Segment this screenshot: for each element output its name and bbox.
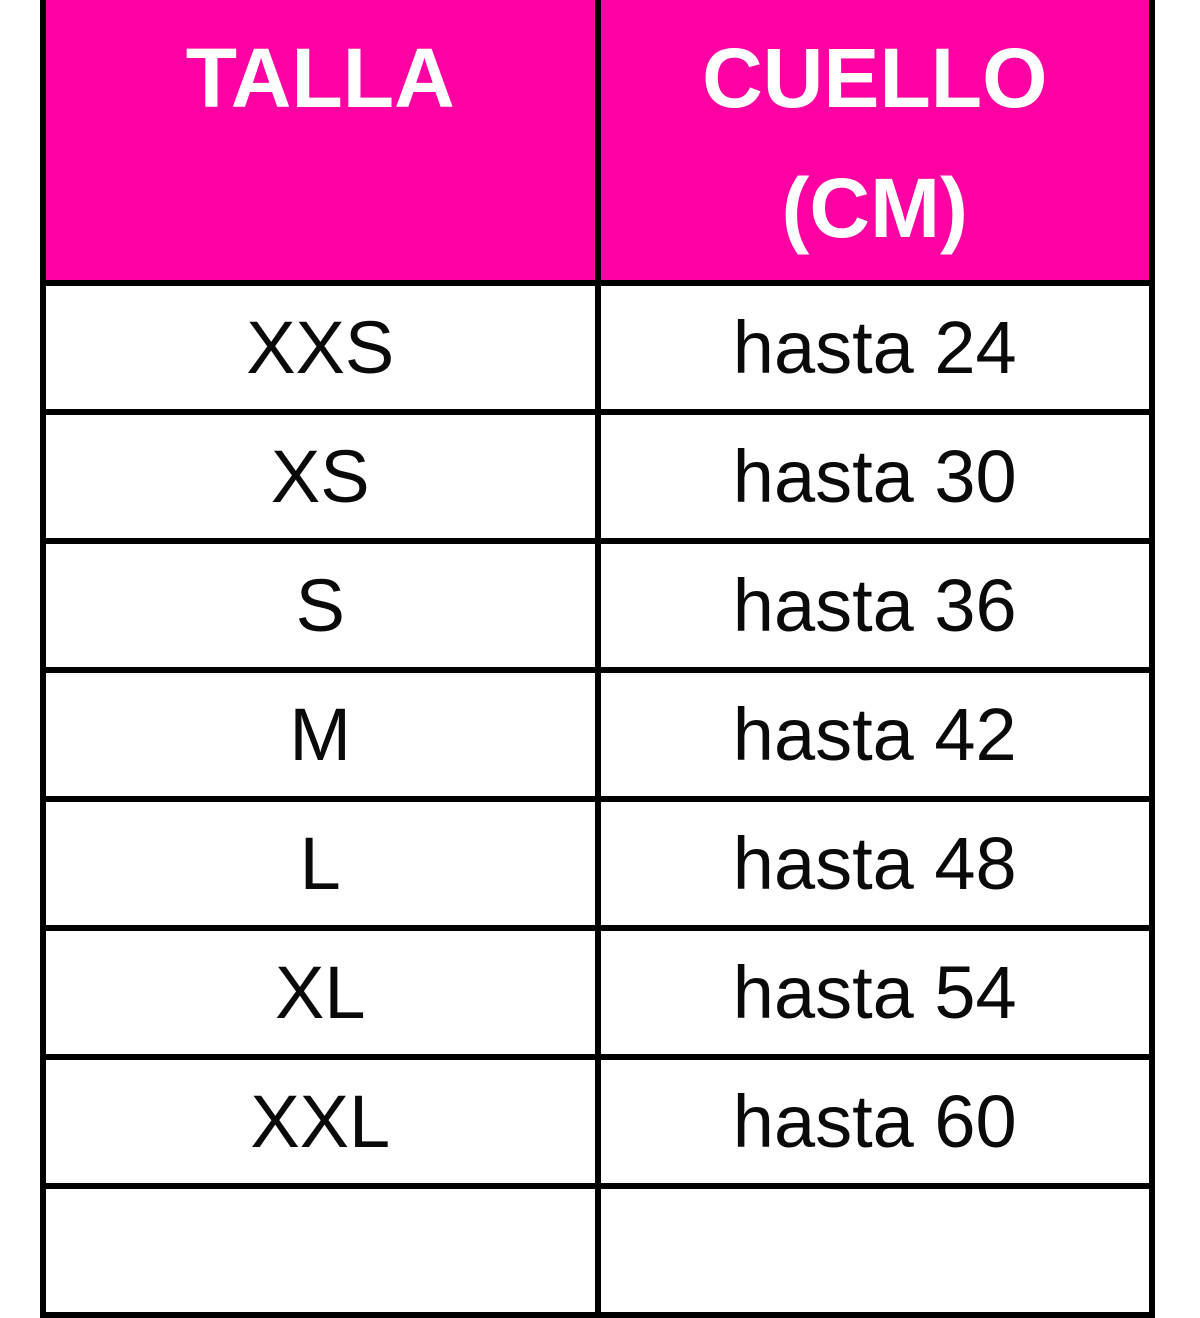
header-cell-cuello: CUELLO (CM) [594, 0, 1155, 286]
header-row: TALLA CUELLO (CM) [40, 0, 1155, 286]
table-row-xxl: XXL hasta 60 [40, 1054, 1155, 1189]
size-cell: XS [40, 409, 601, 544]
table-row-truncated [40, 1183, 1155, 1318]
size-chart-table: TALLA CUELLO (CM) XXS hasta 24 XS hasta … [40, 0, 1155, 1318]
table-row-xxs: XXS hasta 24 [40, 280, 1155, 415]
table-row-xl: XL hasta 54 [40, 925, 1155, 1060]
size-cell: XL [40, 925, 601, 1060]
neck-cell: hasta 24 [594, 280, 1155, 415]
neck-cell: hasta 42 [594, 667, 1155, 802]
header-cell-talla: TALLA [40, 0, 601, 286]
neck-cell [594, 1183, 1155, 1318]
header-label-cuello: CUELLO [702, 31, 1048, 125]
size-cell: M [40, 667, 601, 802]
size-cell: XXL [40, 1054, 601, 1189]
size-cell: S [40, 538, 601, 673]
neck-cell: hasta 54 [594, 925, 1155, 1060]
size-cell: L [40, 796, 601, 931]
table-row-s: S hasta 36 [40, 538, 1155, 673]
header-label-cm: (CM) [781, 161, 969, 255]
table-row-m: M hasta 42 [40, 667, 1155, 802]
table-row-l: L hasta 48 [40, 796, 1155, 931]
table-row-xs: XS hasta 30 [40, 409, 1155, 544]
header-label-talla: TALLA [185, 31, 455, 125]
neck-cell: hasta 60 [594, 1054, 1155, 1189]
neck-cell: hasta 30 [594, 409, 1155, 544]
neck-cell: hasta 36 [594, 538, 1155, 673]
neck-cell: hasta 48 [594, 796, 1155, 931]
size-cell: XXS [40, 280, 601, 415]
size-cell [40, 1183, 601, 1318]
